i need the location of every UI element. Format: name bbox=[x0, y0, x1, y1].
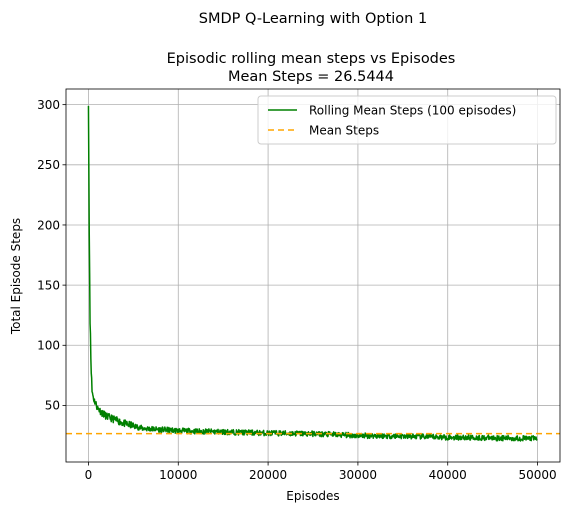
chart-suptitle: SMDP Q-Learning with Option 1 bbox=[199, 11, 427, 27]
y-tick-label: 150 bbox=[37, 278, 60, 292]
x-tick-label: 10000 bbox=[159, 468, 197, 482]
y-tick-label: 100 bbox=[37, 339, 60, 353]
x-axis-label: Episodes bbox=[286, 489, 339, 503]
y-tick-label: 200 bbox=[37, 218, 60, 232]
plot-data bbox=[66, 105, 560, 442]
chart-title-line2: Mean Steps = 26.5444 bbox=[228, 69, 394, 85]
rolling-mean-line bbox=[87, 105, 538, 442]
x-tick-label: 20000 bbox=[249, 468, 287, 482]
x-ticks: 0 10000 20000 30000 40000 50000 bbox=[85, 462, 557, 482]
y-axis-label: Total Episode Steps bbox=[9, 218, 23, 335]
y-tick-label: 250 bbox=[37, 158, 60, 172]
chart-title-line1: Episodic rolling mean steps vs Episodes bbox=[167, 51, 456, 67]
legend-box bbox=[257, 95, 557, 145]
y-ticks: 50 100 150 200 250 300 bbox=[37, 98, 66, 413]
legend-label-mean: Mean Steps bbox=[309, 124, 379, 138]
legend: Rolling Mean Steps (100 episodes) Mean S… bbox=[257, 95, 557, 145]
grid-lines bbox=[66, 89, 560, 462]
y-tick-label: 50 bbox=[45, 399, 60, 413]
x-tick-label: 0 bbox=[85, 468, 93, 482]
y-tick-label: 300 bbox=[37, 98, 60, 112]
x-tick-label: 50000 bbox=[518, 468, 556, 482]
x-tick-label: 40000 bbox=[429, 468, 467, 482]
plot-frame bbox=[65, 88, 561, 463]
x-tick-label: 30000 bbox=[339, 468, 377, 482]
legend-label-rolling: Rolling Mean Steps (100 episodes) bbox=[309, 104, 516, 118]
